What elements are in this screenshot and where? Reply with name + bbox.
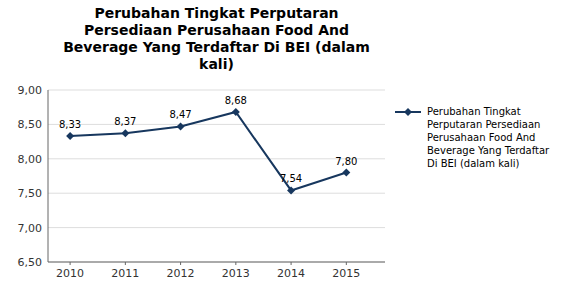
background — [0, 0, 585, 287]
grid-line — [48, 124, 385, 125]
title-line: Persediaan Perusahaan Food And — [84, 22, 349, 38]
x-tick — [180, 262, 181, 265]
legend-marker — [404, 108, 412, 116]
title-line: kali) — [199, 56, 234, 72]
y-axis — [48, 90, 49, 262]
marker — [121, 129, 129, 137]
legend-line-text: Perubahan Tingkat — [427, 106, 521, 117]
x-axis — [48, 262, 385, 263]
marker — [177, 122, 185, 130]
title: Perubahan Tingkat PerputaranPersediaan P… — [63, 5, 370, 72]
x-tick-label: 2010 — [56, 267, 84, 280]
x-tick-label: 2014 — [277, 267, 305, 280]
x-tick-label: 2013 — [222, 267, 250, 280]
y-tick-label: 8,50 — [18, 118, 43, 131]
legend-line-text: Di BEI (dalam kali) — [427, 158, 519, 169]
x-tick-label: 2012 — [167, 267, 195, 280]
y-tick-label: 6,50 — [18, 256, 43, 269]
data-label: 7,54 — [280, 173, 302, 184]
legend-line-text: Perusahaan Food And — [427, 132, 535, 143]
x-tick — [70, 262, 71, 265]
data-label: 7,80 — [335, 156, 357, 167]
grid-line — [48, 90, 385, 91]
x-tick — [291, 262, 292, 265]
x-tick — [235, 262, 236, 265]
marker — [287, 186, 295, 194]
x-tick — [125, 262, 126, 265]
title-line: Beverage Yang Terdaftar Di BEI (dalam — [63, 39, 370, 55]
x-tick — [346, 262, 347, 265]
chart: Perubahan Tingkat PerputaranPersediaan P… — [0, 0, 585, 287]
y-tick-label: 7,00 — [18, 222, 43, 235]
data-label: 8,47 — [169, 109, 191, 120]
grid-line — [48, 262, 385, 263]
legend-line-text: Perputaran Persediaan — [427, 119, 540, 130]
marker — [232, 108, 240, 116]
legend-label: Perubahan Tingkat Perputaran Persediaan Pe… — [427, 106, 550, 169]
marker — [66, 132, 74, 140]
grid-line — [48, 227, 385, 228]
marker — [342, 169, 350, 177]
title-line: Perubahan Tingkat Perputaran — [94, 5, 338, 21]
x-tick-label: 2015 — [332, 267, 360, 280]
legend-line-text: Beverage Yang Terdaftar — [427, 145, 550, 156]
plot-area — [66, 108, 350, 194]
x-tick-label: 2011 — [111, 267, 139, 280]
data-label: 8,68 — [225, 95, 247, 106]
grid-line — [48, 193, 385, 194]
data-label: 8,37 — [114, 116, 136, 127]
y-tick-label: 8,00 — [18, 153, 43, 166]
y-tick-label: 9,00 — [18, 84, 43, 97]
y-tick-label: 7,50 — [18, 187, 43, 200]
line — [70, 112, 346, 190]
data-label: 8,33 — [59, 119, 81, 130]
